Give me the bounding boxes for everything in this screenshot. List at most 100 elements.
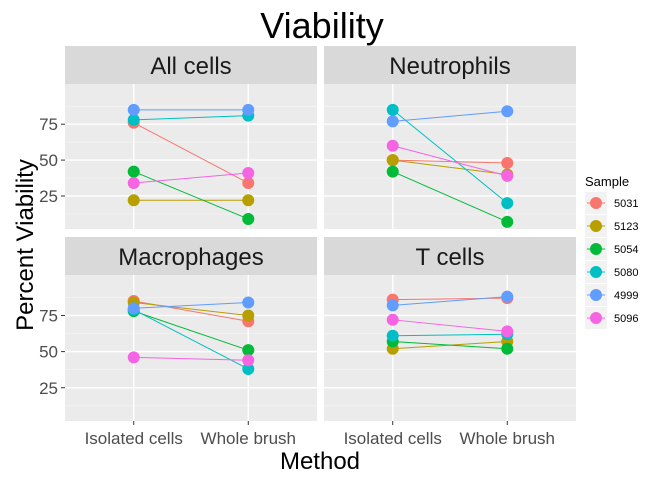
data-point-5123 xyxy=(242,309,255,322)
series-line-5031 xyxy=(392,159,508,164)
data-point-4999 xyxy=(127,103,140,116)
y-tick-label: 75 xyxy=(39,115,58,134)
legend-label: 5123 xyxy=(614,221,638,233)
x-tick-label: Isolated cells xyxy=(344,429,442,448)
y-tick-label: 50 xyxy=(39,343,58,362)
data-point-5080 xyxy=(242,362,255,375)
data-point-5054 xyxy=(242,344,255,357)
panel-background xyxy=(65,275,317,421)
facet-strip xyxy=(324,237,576,275)
data-point-5054 xyxy=(386,165,399,178)
data-point-4999 xyxy=(386,299,399,312)
legend-item-5123: 5123 xyxy=(585,215,638,237)
legend-label: 5031 xyxy=(614,198,638,210)
facet-panel: Neutrophils xyxy=(324,46,576,229)
x-tick-label: Whole brush xyxy=(460,429,555,448)
legend-item-4999: 4999 xyxy=(585,284,638,306)
data-point-4999 xyxy=(501,105,514,118)
data-point-4999 xyxy=(501,290,514,303)
data-point-5080 xyxy=(127,113,140,126)
series-line-5031 xyxy=(133,122,249,184)
facet-strip-label: T cells xyxy=(416,244,485,271)
series-line-4999 xyxy=(133,301,249,309)
series-line-5080 xyxy=(392,109,508,204)
data-point-5054 xyxy=(127,165,140,178)
legend-label: 5080 xyxy=(614,267,638,279)
series-line-5054 xyxy=(133,171,249,220)
data-point-5031 xyxy=(501,156,514,169)
facet-strip xyxy=(324,46,576,84)
y-tick-label: 25 xyxy=(39,379,58,398)
chart-title: Viability xyxy=(260,5,383,46)
legend-key-point xyxy=(590,197,602,209)
series-line-5096 xyxy=(392,319,508,332)
legend-label: 4999 xyxy=(614,290,638,302)
data-point-5096 xyxy=(242,354,255,367)
legend: Sample 5031 5123 5054 5080 4999 5096 xyxy=(585,174,638,329)
series-line-4999 xyxy=(392,110,508,122)
legend-title: Sample xyxy=(585,174,629,189)
series-line-5096 xyxy=(133,356,249,361)
data-point-4999 xyxy=(242,296,255,309)
facet-strip xyxy=(65,46,317,84)
x-tick-label: Isolated cells xyxy=(85,429,183,448)
y-axis-title: Percent Viability xyxy=(12,159,39,331)
y-tick-label: 50 xyxy=(39,151,58,170)
data-point-4999 xyxy=(242,103,255,116)
facet-panels: All cells 25 50 75 Neutrophils Macrophages 25 5… xyxy=(39,46,576,448)
data-point-5123 xyxy=(242,194,255,207)
legend-item-5096: 5096 xyxy=(585,307,638,329)
facet-strip-label: Macrophages xyxy=(118,244,263,271)
data-point-5096 xyxy=(501,325,514,338)
facet-strip-label: Neutrophils xyxy=(389,53,510,80)
data-point-5080 xyxy=(386,103,399,116)
legend-label: 5096 xyxy=(614,313,638,325)
series-line-4999 xyxy=(392,296,508,306)
x-axis-title: Method xyxy=(280,448,360,475)
legend-key-point xyxy=(590,312,602,324)
x-tick-label: Whole brush xyxy=(201,429,296,448)
legend-item-5054: 5054 xyxy=(585,238,638,260)
data-point-5123 xyxy=(127,194,140,207)
panel-background xyxy=(65,84,317,229)
facet-panel: Macrophages 25 50 75 Isolated cells Whole bru… xyxy=(39,237,317,448)
data-point-5054 xyxy=(242,212,255,225)
legend-label: 5054 xyxy=(614,244,638,256)
series-line-5054 xyxy=(133,310,249,351)
series-line-5123 xyxy=(133,301,249,316)
legend-key-point xyxy=(590,266,602,278)
panel-background xyxy=(324,275,576,421)
data-point-4999 xyxy=(386,115,399,128)
data-point-5096 xyxy=(242,167,255,180)
series-line-5096 xyxy=(133,172,249,184)
data-point-5096 xyxy=(386,139,399,152)
series-line-5080 xyxy=(392,333,508,337)
data-point-5031 xyxy=(242,177,255,190)
data-point-5054 xyxy=(501,215,514,228)
series-line-5123 xyxy=(392,159,508,175)
y-tick-label: 75 xyxy=(39,306,58,325)
data-point-5080 xyxy=(501,197,514,210)
series-line-5080 xyxy=(133,115,249,121)
legend-key-point xyxy=(590,243,602,255)
data-point-5096 xyxy=(127,177,140,190)
series-line-5096 xyxy=(392,145,508,177)
series-line-5054 xyxy=(392,340,508,350)
data-point-5096 xyxy=(127,351,140,364)
facet-strip xyxy=(65,237,317,275)
facet-panel: T cells Isolated cells Whole brush xyxy=(324,237,576,448)
series-line-5054 xyxy=(392,171,508,223)
data-point-5096 xyxy=(501,169,514,182)
data-point-5096 xyxy=(386,313,399,326)
legend-item-5080: 5080 xyxy=(585,261,638,283)
y-tick-label: 25 xyxy=(39,187,58,206)
data-point-5123 xyxy=(386,154,399,167)
facet-strip-label: All cells xyxy=(150,53,231,80)
facet-panel: All cells 25 50 75 xyxy=(39,46,317,229)
legend-key-point xyxy=(590,220,602,232)
data-point-5054 xyxy=(501,342,514,355)
legend-item-5031: 5031 xyxy=(585,192,638,214)
data-point-4999 xyxy=(127,302,140,315)
series-line-5080 xyxy=(133,309,249,370)
